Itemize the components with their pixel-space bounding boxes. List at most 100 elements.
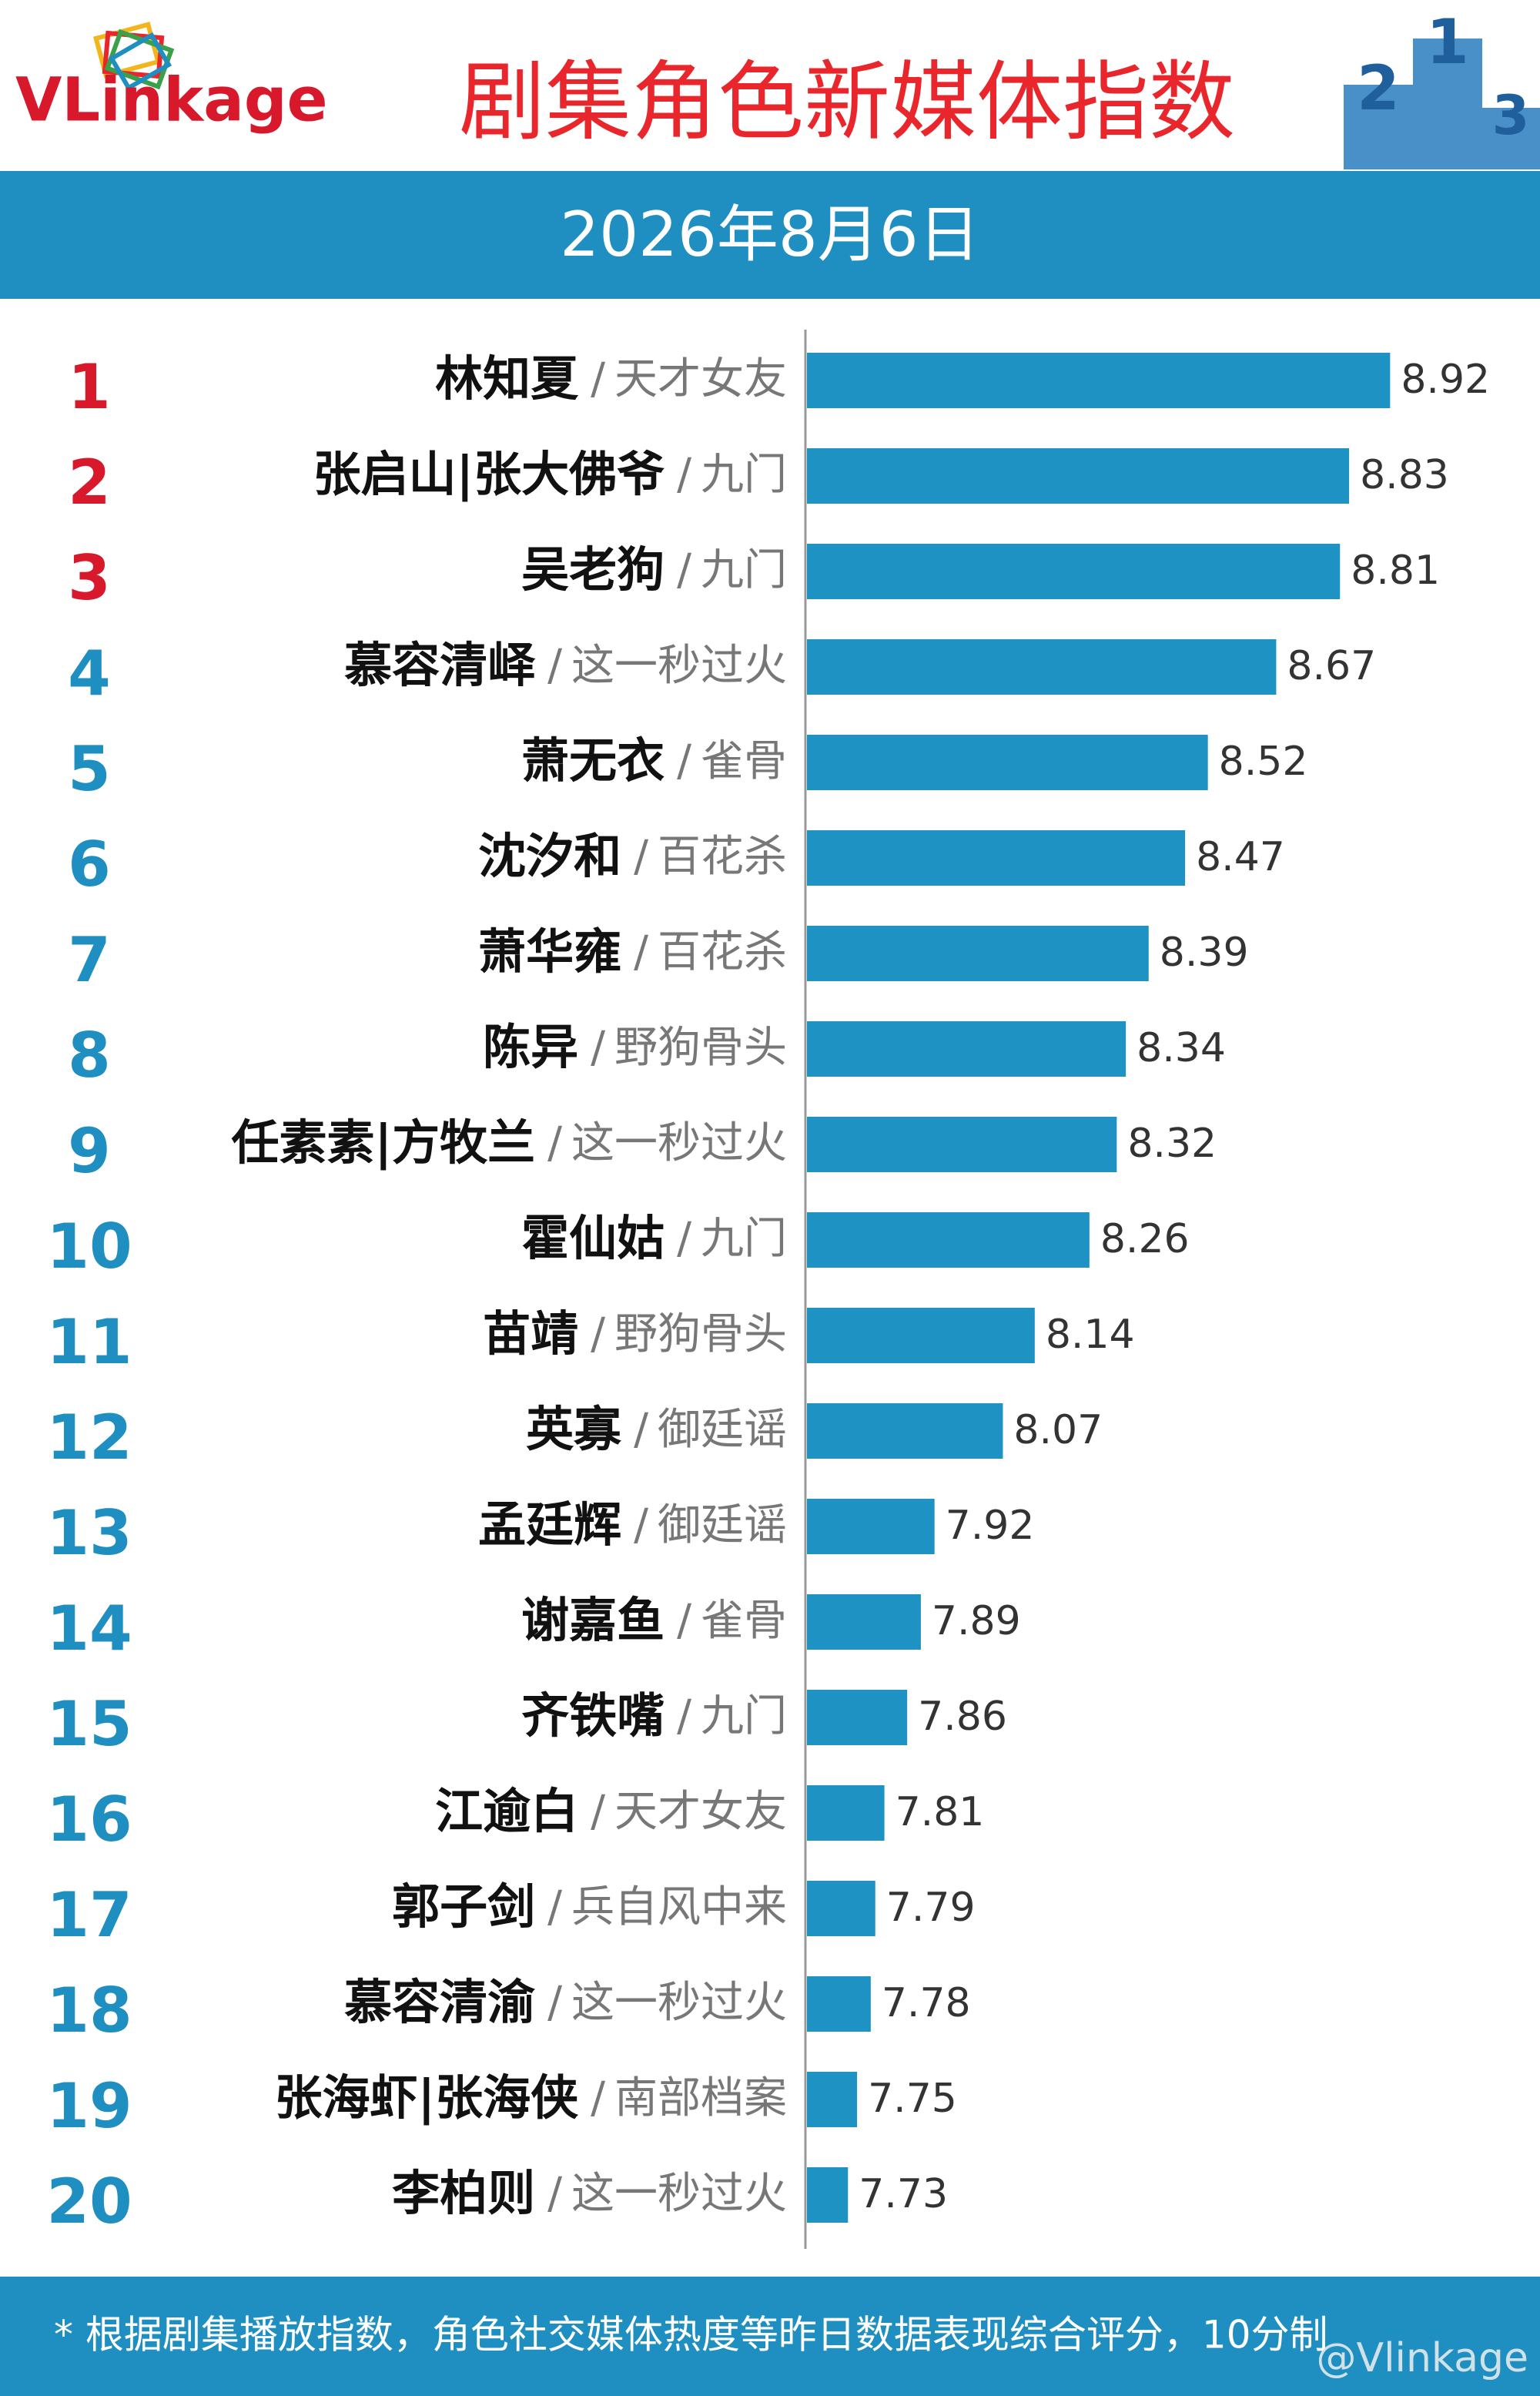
chart-title: 剧集角色新媒体指数	[459, 52, 1235, 152]
bar	[807, 1785, 885, 1841]
drama-name: 这一秒过火	[571, 2169, 787, 2219]
drama-name: 这一秒过火	[571, 1978, 787, 2028]
category-label: 萧无衣 / 雀骨	[521, 732, 787, 789]
value-label: 8.81	[1351, 548, 1440, 594]
value-label: 7.89	[932, 1598, 1021, 1644]
bar	[807, 926, 1149, 981]
character-name: 沈汐和	[478, 828, 621, 884]
footer-band	[0, 2277, 1540, 2396]
character-name: 慕容清峄	[344, 637, 536, 693]
drama-name: 百花杀	[658, 927, 787, 977]
character-name: 英寡	[526, 1401, 621, 1457]
podium-digit: 2	[1357, 52, 1400, 124]
rank-label: 17	[46, 1879, 132, 1951]
character-name: 江逾白	[435, 1783, 578, 1839]
character-name: 郭子剑	[392, 1878, 535, 1935]
category-label: 齐铁嘴 / 九门	[521, 1687, 787, 1744]
character-name: 林知夏	[435, 350, 579, 407]
separator: /	[547, 1118, 562, 1168]
rank-label: 13	[46, 1497, 132, 1569]
value-label: 8.67	[1287, 643, 1376, 689]
separator: /	[677, 1691, 691, 1741]
drama-name: 天才女友	[614, 1787, 787, 1837]
category-label: 英寡 / 御廷谣	[526, 1401, 787, 1457]
bar	[807, 1212, 1090, 1268]
category-label: 吴老狗 / 九门	[521, 541, 787, 598]
rank-label: 9	[68, 1115, 111, 1187]
separator: /	[591, 1787, 605, 1837]
category-label: 陈异 / 野狗骨头	[483, 1019, 787, 1075]
value-label: 8.52	[1219, 739, 1308, 785]
drama-name: 百花杀	[658, 832, 787, 882]
drama-name: 这一秒过火	[571, 641, 787, 691]
date-band	[0, 171, 1540, 299]
character-name: 任素素|方牧兰	[231, 1114, 535, 1171]
value-label: 7.86	[918, 1694, 1007, 1740]
separator: /	[547, 1978, 562, 2028]
separator: /	[591, 354, 605, 404]
bar	[807, 353, 1391, 408]
category-label: 慕容清峄 / 这一秒过火	[344, 637, 787, 693]
podium: 2 1 3	[1344, 6, 1540, 169]
value-label: 7.81	[896, 1789, 985, 1835]
category-label: 张启山|张大佛爷 / 九门	[313, 446, 787, 503]
bar	[807, 1403, 1003, 1459]
character-name: 陈异	[483, 1019, 578, 1075]
drama-name: 天才女友	[614, 354, 787, 404]
drama-name: 九门	[701, 1214, 787, 1264]
drama-name: 九门	[701, 1691, 787, 1741]
bar	[807, 1308, 1035, 1363]
value-label: 8.26	[1100, 1216, 1190, 1262]
character-name: 谢嘉鱼	[521, 1592, 665, 1648]
character-name: 萧华雍	[478, 923, 621, 980]
drama-name: 雀骨	[701, 1596, 787, 1646]
separator: /	[634, 832, 648, 882]
bar	[807, 448, 1350, 504]
rank-label: 14	[46, 1593, 132, 1664]
drama-name: 九门	[701, 545, 787, 595]
character-name: 苗靖	[483, 1305, 578, 1362]
bar	[807, 735, 1208, 790]
category-label: 林知夏 / 天才女友	[435, 350, 787, 407]
category-label: 霍仙姑 / 九门	[521, 1210, 787, 1266]
drama-name: 御廷谣	[658, 1405, 787, 1455]
category-label: 李柏则 / 这一秒过火	[392, 2165, 787, 2221]
drama-name: 兵自风中来	[571, 1882, 787, 1932]
drama-name: 野狗骨头	[614, 1309, 787, 1359]
category-label: 慕容清渝 / 这一秒过火	[344, 1974, 787, 2030]
separator: /	[634, 1500, 648, 1550]
character-name: 霍仙姑	[521, 1210, 665, 1266]
category-label: 谢嘉鱼 / 雀骨	[521, 1592, 787, 1648]
character-name: 李柏则	[392, 2165, 535, 2221]
separator: /	[634, 1405, 648, 1455]
value-label: 8.34	[1137, 1025, 1226, 1071]
category-label: 萧华雍 / 百花杀	[478, 923, 787, 980]
drama-name: 南部档案	[614, 2073, 787, 2123]
bar	[807, 639, 1277, 695]
bar	[807, 1976, 871, 2032]
value-label: 8.83	[1360, 452, 1449, 498]
separator: /	[677, 545, 691, 595]
character-name: 齐铁嘴	[521, 1687, 665, 1744]
rank-label: 12	[46, 1402, 132, 1473]
character-name: 慕容清渝	[344, 1974, 535, 2030]
bar	[807, 1499, 935, 1554]
rank-label: 2	[68, 447, 111, 518]
bar	[807, 1881, 875, 1936]
bar	[807, 830, 1186, 886]
value-label: 8.32	[1127, 1121, 1217, 1167]
category-label: 江逾白 / 天才女友	[435, 1783, 787, 1839]
separator: /	[634, 927, 648, 977]
bar	[807, 2072, 858, 2127]
bar	[807, 1021, 1127, 1077]
rank-label: 4	[68, 638, 111, 709]
value-label: 8.39	[1160, 930, 1249, 976]
drama-name: 这一秒过火	[571, 1118, 787, 1168]
value-label: 8.92	[1401, 357, 1490, 403]
rank-label: 10	[46, 1211, 132, 1282]
separator: /	[677, 736, 691, 786]
separator: /	[547, 2169, 562, 2219]
value-label: 8.47	[1196, 834, 1285, 880]
